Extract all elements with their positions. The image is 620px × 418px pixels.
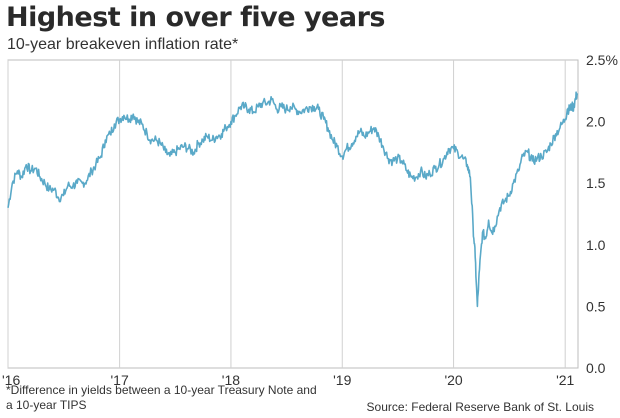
x-tick-label: '17 bbox=[110, 372, 128, 388]
x-tick-label: '16 bbox=[2, 372, 20, 388]
y-tick-label: 2.0 bbox=[586, 114, 606, 130]
y-tick-label: 1.0 bbox=[586, 237, 606, 253]
x-tick-label: '20 bbox=[444, 372, 462, 388]
y-tick-label: 1.5 bbox=[586, 175, 606, 191]
y-tick-label: 0.0 bbox=[586, 360, 606, 376]
source-credit: Source: Federal Reserve Bank of St. Loui… bbox=[366, 400, 594, 414]
x-tick-label: '18 bbox=[222, 372, 240, 388]
x-tick-label: '19 bbox=[333, 372, 351, 388]
footnote: *Difference in yields between a 10-year … bbox=[6, 383, 317, 412]
y-tick-label: 0.5 bbox=[586, 298, 606, 314]
chart-title: Highest in over five years bbox=[6, 2, 385, 33]
chart-subtitle: 10-year breakeven inflation rate* bbox=[7, 36, 239, 53]
x-tick-label: '21 bbox=[556, 372, 574, 388]
y-tick-label: 2.5% bbox=[586, 52, 618, 68]
series-line bbox=[7, 91, 579, 308]
